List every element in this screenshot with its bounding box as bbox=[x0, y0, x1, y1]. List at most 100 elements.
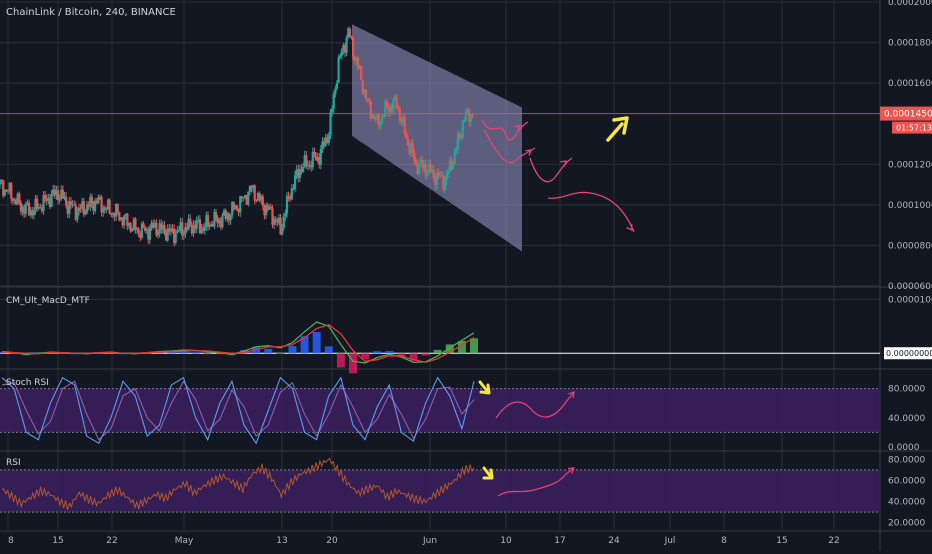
candle-body bbox=[229, 215, 232, 221]
candle-body bbox=[213, 211, 216, 227]
candle-body bbox=[40, 208, 44, 212]
macd-histogram-bar bbox=[445, 344, 454, 354]
candle-body bbox=[103, 207, 106, 210]
candle-body bbox=[163, 225, 166, 234]
x-tick-label: 15 bbox=[776, 536, 787, 546]
candle-body bbox=[90, 196, 93, 204]
candle-body bbox=[84, 212, 87, 215]
descending-channel bbox=[352, 24, 522, 252]
candle-body bbox=[65, 196, 68, 206]
candle-body bbox=[147, 229, 150, 240]
price-y-tick-label: 0.00012000 bbox=[888, 160, 932, 170]
price-y-tick-label: 0.00010000 bbox=[888, 201, 932, 211]
candle-body bbox=[345, 37, 348, 53]
candle-body bbox=[132, 218, 135, 229]
candle-body bbox=[235, 205, 239, 209]
candle-body bbox=[429, 163, 432, 173]
candle-body bbox=[339, 55, 342, 58]
rsi-y-tick-label: 20.0000 bbox=[888, 519, 925, 529]
candle-body bbox=[21, 206, 24, 212]
macd-histogram-bar bbox=[361, 353, 370, 360]
candle-body bbox=[279, 217, 282, 235]
candle-body bbox=[342, 45, 345, 51]
candle-body bbox=[287, 195, 290, 198]
x-tick-label: 15 bbox=[52, 536, 63, 546]
candle-body bbox=[408, 145, 411, 154]
stoch-y-tick-label: 80.0000 bbox=[888, 385, 925, 395]
candle-body bbox=[239, 196, 242, 213]
candle-body bbox=[347, 28, 350, 38]
candle-body bbox=[260, 196, 263, 201]
candle-body bbox=[127, 223, 131, 226]
candle-body bbox=[0, 179, 3, 181]
candle-body bbox=[443, 180, 447, 190]
stoch-projection-arrowhead bbox=[568, 391, 575, 398]
candle-body bbox=[371, 114, 374, 119]
macd-histogram-bar bbox=[215, 353, 224, 355]
candle-body bbox=[331, 108, 334, 113]
x-tick-label: Jul bbox=[664, 536, 676, 546]
candle-body bbox=[166, 228, 169, 241]
candle-body bbox=[218, 219, 221, 224]
candle-body bbox=[337, 57, 340, 84]
candle-body bbox=[68, 201, 71, 214]
macd-histogram-bar bbox=[58, 353, 67, 355]
candle-body bbox=[29, 210, 32, 216]
countdown-badge bbox=[892, 121, 932, 134]
candle-body bbox=[126, 213, 129, 226]
candle-body bbox=[98, 196, 102, 198]
macd-histogram-bar bbox=[10, 353, 19, 355]
rsi-y-tick-label: 80.0000 bbox=[888, 455, 925, 465]
candle-body bbox=[311, 151, 314, 168]
projection-path-3 bbox=[547, 191, 635, 233]
candle-body bbox=[385, 101, 389, 106]
countdown-label: 01:57:13 bbox=[896, 124, 932, 133]
candle-body bbox=[139, 232, 142, 238]
candle-body bbox=[298, 168, 301, 179]
stoch-label: Stoch RSI bbox=[6, 378, 49, 388]
price-y-tick-label: 0.00006000 bbox=[888, 282, 932, 292]
candle-body bbox=[445, 173, 448, 181]
candle-body bbox=[358, 65, 361, 68]
candle-body bbox=[418, 163, 421, 175]
candle-body bbox=[231, 202, 234, 216]
candle-body bbox=[137, 228, 140, 233]
candle-body bbox=[410, 143, 413, 154]
candle-body bbox=[221, 215, 224, 228]
candle-body bbox=[316, 157, 319, 161]
candle-body bbox=[416, 163, 419, 175]
candle-body bbox=[464, 111, 468, 120]
candle-body bbox=[116, 203, 119, 212]
candle-body bbox=[119, 217, 123, 221]
candle-body bbox=[74, 205, 77, 220]
yellow-up-arrow-icon bbox=[606, 116, 629, 142]
candle-body bbox=[148, 227, 152, 240]
candle-body bbox=[31, 210, 34, 216]
stoch-band bbox=[0, 388, 880, 433]
candle-body bbox=[152, 222, 155, 228]
x-tick-label: May bbox=[175, 536, 194, 546]
candle-body bbox=[400, 120, 403, 123]
candle-body bbox=[451, 163, 455, 170]
candle-body bbox=[461, 122, 464, 138]
candle-body bbox=[108, 199, 111, 214]
candle-body bbox=[276, 220, 279, 223]
candle-body bbox=[34, 198, 37, 211]
projection-arrowhead-0 bbox=[514, 125, 522, 132]
candle-body bbox=[8, 183, 11, 191]
projection-path-1 bbox=[483, 129, 536, 164]
candle-body bbox=[398, 109, 401, 121]
x-tick-label: 22 bbox=[106, 536, 117, 546]
candle-body bbox=[289, 197, 292, 200]
candle-body bbox=[44, 195, 47, 199]
candle-body bbox=[35, 198, 39, 209]
candle-body bbox=[440, 175, 443, 177]
candle-body bbox=[343, 45, 347, 53]
candle-body bbox=[216, 217, 219, 224]
candle-body bbox=[252, 185, 255, 189]
candle-body bbox=[169, 228, 172, 232]
candle-body bbox=[85, 204, 89, 213]
candle-body bbox=[155, 222, 158, 236]
candle-body bbox=[158, 223, 161, 234]
